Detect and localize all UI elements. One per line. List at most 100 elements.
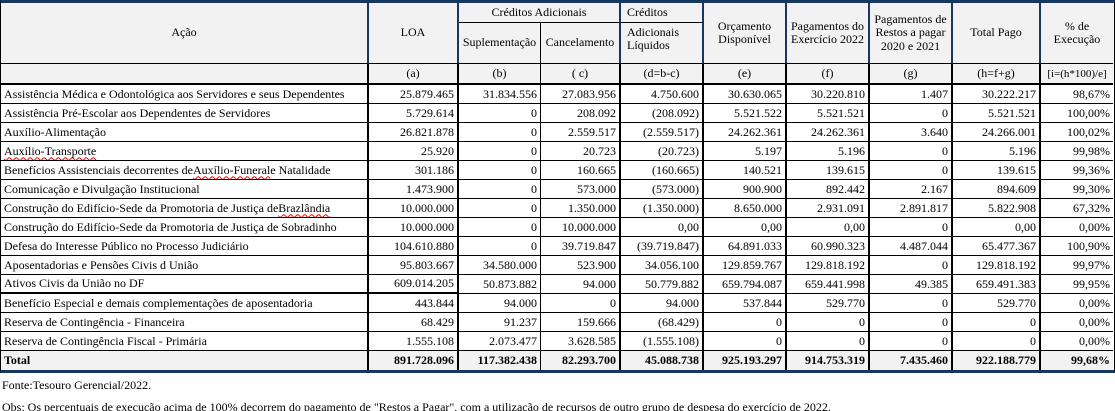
value-cell: 5.521.521	[787, 104, 870, 123]
value-cell: 529.770	[787, 294, 870, 313]
value-cell: 139.615	[787, 161, 870, 180]
value-cell: 0	[459, 199, 541, 218]
value-cell: 34.580.000	[459, 256, 541, 275]
value-cell: 49.385	[870, 275, 953, 294]
table-row: Assistência Médica e Odontológica aos Se…	[1, 85, 1114, 104]
letter-cell-c: ( c)	[541, 64, 621, 85]
value-cell: 1.407	[870, 85, 953, 104]
table-row: Ativos Civis da União no DF 609.014.205 50…	[1, 275, 1114, 294]
value-cell: 7.435.460	[870, 351, 953, 370]
value-cell: 68.429	[369, 313, 459, 332]
value-cell: 0,00%	[1041, 332, 1113, 351]
table-row: Construção do Edifício-Sede da Promotori…	[1, 199, 1114, 218]
value-cell: 129.818.192	[953, 256, 1041, 275]
value-cell: 0,00%	[1041, 294, 1113, 313]
letter-cell-a: (a)	[369, 64, 459, 85]
header-orcamento-disponivel: Orçamento Disponível	[704, 3, 787, 64]
letter-cell-b: (b)	[459, 64, 541, 85]
value-cell: 8.650.000	[704, 199, 787, 218]
value-cell: 1.350.000	[541, 199, 621, 218]
table-row: Reserva de Contingência Fiscal - Primári…	[1, 332, 1114, 351]
value-cell: 301.186	[369, 161, 459, 180]
value-cell: 10.000.000	[541, 218, 621, 237]
value-cell: 0,00	[621, 218, 704, 237]
value-cell: 129.818.192	[787, 256, 870, 275]
value-cell: 0	[870, 332, 953, 351]
action-cell: Benefício Especial e demais complementaç…	[1, 294, 369, 313]
table-footer: Fonte:Tesouro Gerencial/2022. Obs: Os pe…	[0, 378, 1115, 411]
value-cell: 129.859.767	[704, 256, 787, 275]
value-cell: 25.920	[369, 142, 459, 161]
budget-execution-table: Ação LOA Créditos Adicionais Suplementaç…	[0, 0, 1115, 373]
value-cell: 0	[541, 294, 621, 313]
value-cell: 5.521.522	[704, 104, 787, 123]
obs-label: Obs	[2, 400, 22, 411]
table-row: Auxílio-Transporte 25.920 0 20.723 (20.723) 5…	[1, 142, 1114, 161]
value-cell: 0	[787, 332, 870, 351]
value-cell: 5.521.521	[953, 104, 1041, 123]
action-cell: Comunicação e Divulgação Institucional	[1, 180, 369, 199]
value-cell: 10.000.000	[369, 199, 459, 218]
value-cell: 159.666	[541, 313, 621, 332]
value-cell: 5.196	[953, 142, 1041, 161]
value-cell: 5.822.908	[953, 199, 1041, 218]
value-cell: 45.088.738	[621, 351, 704, 370]
value-cell: 99,97%	[1041, 256, 1113, 275]
letter-cell-d: (d=b-c)	[621, 64, 704, 85]
value-cell: 0	[704, 332, 787, 351]
value-cell: 5.196	[787, 142, 870, 161]
header-creditos: Créditos	[621, 3, 704, 23]
value-cell: 30.630.065	[704, 85, 787, 104]
total-label: Total	[1, 351, 369, 370]
value-cell: 67,32%	[1041, 199, 1113, 218]
value-cell: 27.083.956	[541, 85, 621, 104]
value-cell: 50.873.882	[459, 275, 541, 294]
table-row: Defesa do Interesse Público no Processo …	[1, 237, 1114, 256]
value-cell: (573.000)	[621, 180, 704, 199]
value-cell: 0,00%	[1041, 313, 1113, 332]
value-cell: 0,00	[953, 218, 1041, 237]
value-cell: 100,90%	[1041, 237, 1113, 256]
value-cell: 3.628.585	[541, 332, 621, 351]
value-cell: 4.750.600	[621, 85, 704, 104]
value-cell: 894.609	[953, 180, 1041, 199]
value-cell: 94.000	[621, 294, 704, 313]
total-row: Total 891.728.096 117.382.438 82.293.700 45.…	[1, 351, 1114, 370]
letter-cell-e: (e)	[704, 64, 787, 85]
value-cell: 523.900	[541, 256, 621, 275]
action-cell: Ativos Civis da União no DF	[1, 275, 369, 294]
value-cell: 99,30%	[1041, 180, 1113, 199]
action-cell: Aposentadorias e Pensões Civis d União	[1, 256, 369, 275]
value-cell: 0	[459, 142, 541, 161]
value-cell: 160.665	[541, 161, 621, 180]
value-cell: 94.000	[541, 275, 621, 294]
table-row: Benefícios Assistenciais decorrentes de …	[1, 161, 1114, 180]
table-row: Aposentadorias e Pensões Civis d União 95…	[1, 256, 1114, 275]
value-cell: 922.188.779	[953, 351, 1041, 370]
value-cell: 5.197	[704, 142, 787, 161]
value-cell: 50.779.882	[621, 275, 704, 294]
value-cell: 39.719.847	[541, 237, 621, 256]
header-pagamentos-restos: Pagamentos de Restos a pagar 2020 e 2021	[870, 3, 953, 64]
header-pagamentos-exercicio: Pagamentos do Exercício 2022	[787, 3, 870, 64]
action-cell: Construção do Edifício-Sede da Promotori…	[1, 199, 369, 218]
letter-cell-i: [i=(h*100)/e]	[1041, 64, 1113, 85]
action-cell: Assistência Pré-Escolar aos Dependentes …	[1, 104, 369, 123]
action-cell: Reserva de Contingência - Financeira	[1, 313, 369, 332]
header-adicionais-liquidos: Adicionais Líquidos	[621, 23, 704, 64]
value-cell: 4.487.044	[870, 237, 953, 256]
letter-cell-empty	[1, 64, 369, 85]
value-cell: 0,00	[787, 218, 870, 237]
value-cell: 0	[870, 218, 953, 237]
table-header: Ação LOA Créditos Adicionais Suplementaç…	[1, 3, 1114, 85]
value-cell: 529.770	[953, 294, 1041, 313]
value-cell: 140.521	[704, 161, 787, 180]
header-suplementacao: Suplementação	[459, 23, 541, 64]
header-pct-execucao: % de Execução	[1041, 3, 1113, 64]
value-cell: 0	[459, 104, 541, 123]
value-cell: 98,67%	[1041, 85, 1113, 104]
value-cell: 60.990.323	[787, 237, 870, 256]
value-cell: 0	[459, 218, 541, 237]
action-cell: Defesa do Interesse Público no Processo …	[1, 237, 369, 256]
header-loa: LOA	[369, 3, 459, 64]
